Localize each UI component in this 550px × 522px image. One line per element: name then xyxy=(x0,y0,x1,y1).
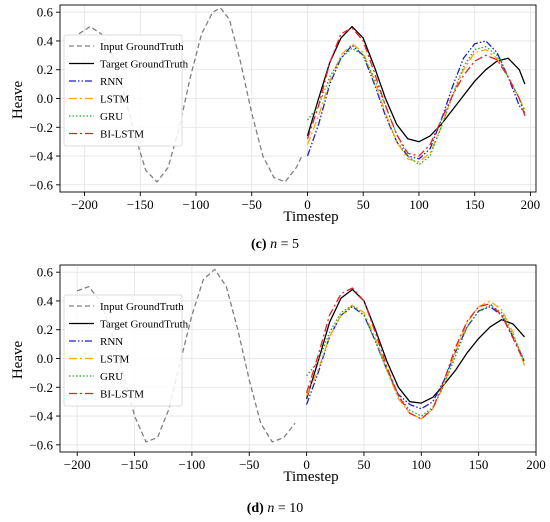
series-line-bi-lstm xyxy=(305,287,526,420)
y-tick-label: 0.6 xyxy=(37,5,54,20)
caption-rest: = 10 xyxy=(274,501,303,516)
legend-label: BI-LSTM xyxy=(100,129,144,141)
y-tick-label: −0.6 xyxy=(29,177,53,192)
legend-label: Target GroundTruth xyxy=(100,319,189,331)
panel-caption: (c) n = 5 xyxy=(251,237,299,252)
y-tick-label: 0.4 xyxy=(37,33,54,48)
legend: Input GroundTruth Target GroundTruth RNN LS… xyxy=(63,294,189,407)
y-tick-label: 0.0 xyxy=(37,351,53,366)
caption-letter: (d) xyxy=(247,501,264,516)
caption-letter: (c) xyxy=(251,237,267,252)
legend-label: LSTM xyxy=(100,94,130,106)
y-tick-label: 0.4 xyxy=(37,293,54,308)
x-tick-label: −200 xyxy=(71,197,98,212)
x-tick-label: 50 xyxy=(357,457,370,472)
x-tick-label: 0 xyxy=(303,457,310,472)
legend-box xyxy=(63,34,183,147)
y-tick-label: 0.2 xyxy=(37,62,53,77)
chart-panel-c: Heave Timestep (c) n = 5 −200 −150 −100 −50… xyxy=(10,4,541,252)
series-group xyxy=(78,7,526,183)
series-line-target-groundtruth xyxy=(306,25,526,143)
legend-label: BI-LSTM xyxy=(100,389,144,401)
series-group xyxy=(76,268,526,443)
series-line-lstm xyxy=(306,43,526,163)
x-tick-label: 200 xyxy=(526,457,546,472)
legend-box xyxy=(63,294,183,407)
x-tick-label: −100 xyxy=(183,197,210,212)
y-tick-label: 0.2 xyxy=(37,322,53,337)
legend-label: LSTM xyxy=(100,354,130,366)
caption-rest: = 5 xyxy=(277,237,299,252)
series-line-lstm xyxy=(306,300,526,420)
x-tick-label: 200 xyxy=(521,197,541,212)
panel-caption: (d) n = 10 xyxy=(247,501,304,516)
y-tick-label: 0.6 xyxy=(37,265,54,280)
x-tick-label: −50 xyxy=(239,457,259,472)
series-line-input-groundtruth xyxy=(78,7,303,183)
legend-label: GRU xyxy=(100,111,123,123)
x-axis-label: Timestep xyxy=(283,469,338,485)
y-tick-label: 0.0 xyxy=(37,91,53,106)
series-line-rnn xyxy=(306,40,526,160)
x-tick-label: 50 xyxy=(357,197,370,212)
y-axis-label: Heave xyxy=(10,81,26,120)
series-line-gru xyxy=(306,304,526,417)
chart-panel-d: Heave Timestep (d) n = 10 −200 −150 −100 −5… xyxy=(10,264,546,516)
legend: Input GroundTruth Target GroundTruth RNN LS… xyxy=(63,34,189,147)
x-tick-label: 150 xyxy=(465,197,485,212)
x-tick-label: 100 xyxy=(409,197,429,212)
x-tick-label: 0 xyxy=(304,197,311,212)
y-tick-label: −0.4 xyxy=(29,409,53,424)
x-tick-label: −100 xyxy=(178,457,205,472)
x-tick-label: −150 xyxy=(127,197,154,212)
series-line-bi-lstm xyxy=(306,27,526,157)
caption-variable: n xyxy=(270,237,277,252)
legend-label: Input GroundTruth xyxy=(100,41,184,53)
y-tick-label: −0.4 xyxy=(29,149,53,164)
x-tick-label: −150 xyxy=(121,457,148,472)
y-tick-label: −0.2 xyxy=(29,120,53,135)
legend-label: RNN xyxy=(100,76,123,88)
series-line-rnn xyxy=(305,306,526,410)
caption-variable: n xyxy=(267,501,274,516)
x-tick-label: −50 xyxy=(242,197,262,212)
legend-label: GRU xyxy=(100,371,123,383)
legend-label: Target GroundTruth xyxy=(100,59,189,71)
y-tick-label: −0.2 xyxy=(29,380,53,395)
x-tick-label: 150 xyxy=(469,457,489,472)
series-line-target-groundtruth xyxy=(305,288,525,404)
x-axis-label: Timestep xyxy=(283,209,338,225)
legend-label: Input GroundTruth xyxy=(100,301,184,313)
legend-label: RNN xyxy=(100,336,123,348)
x-tick-label: 100 xyxy=(412,457,432,472)
x-tick-label: −200 xyxy=(64,457,91,472)
y-axis-label: Heave xyxy=(10,341,26,380)
y-tick-label: −0.6 xyxy=(29,437,53,452)
